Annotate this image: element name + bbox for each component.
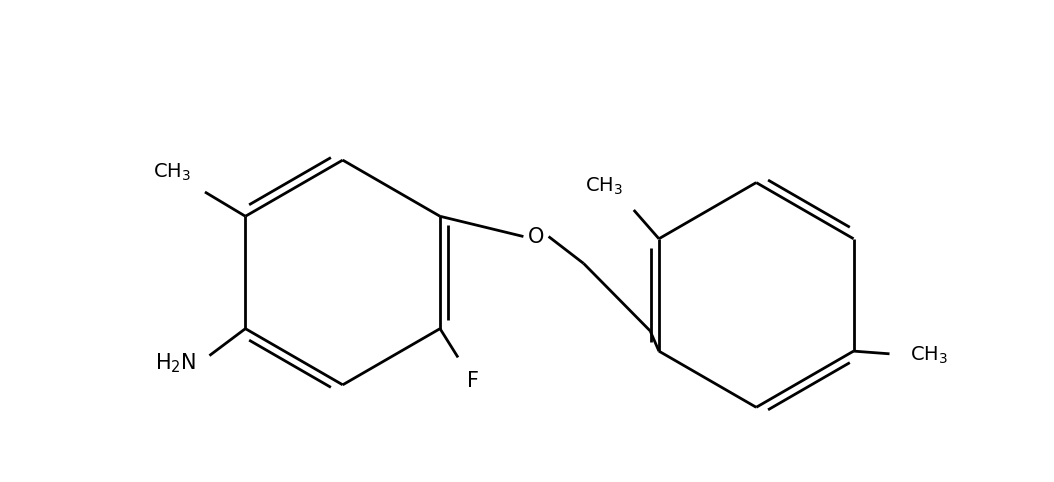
Text: CH$_3$: CH$_3$ bbox=[911, 345, 949, 366]
Text: O: O bbox=[528, 227, 544, 246]
Text: H$_2$N: H$_2$N bbox=[155, 351, 196, 375]
Text: CH$_3$: CH$_3$ bbox=[154, 162, 192, 183]
Text: F: F bbox=[467, 371, 479, 391]
Text: CH$_3$: CH$_3$ bbox=[585, 175, 623, 197]
